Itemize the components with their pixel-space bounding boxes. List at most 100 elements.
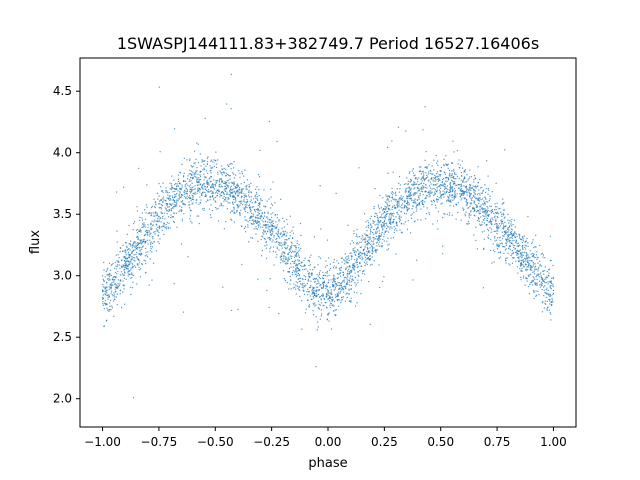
scatter-point [212,161,214,163]
scatter-point [548,275,550,277]
scatter-point [451,176,453,178]
scatter-point [288,251,290,254]
scatter-point [139,249,141,251]
scatter-point [222,286,224,288]
scatter-point [496,223,498,225]
scatter-point [229,178,231,180]
scatter-point [517,242,520,244]
scatter-point [262,232,264,234]
scatter-point [189,190,191,192]
scatter-point [398,175,401,178]
scatter-point [156,224,158,226]
scatter-point [284,256,287,258]
scatter-point [106,267,109,269]
scatter-point [258,195,260,197]
scatter-point [537,270,539,272]
scatter-point [405,188,407,190]
scatter-point [137,238,139,241]
scatter-point [145,263,147,265]
scatter-point [115,291,117,293]
scatter-point [376,227,378,230]
scatter-point [219,178,221,180]
scatter-point [359,246,361,248]
scatter-point [460,186,462,188]
scatter-point [192,195,194,197]
scatter-point [421,186,423,188]
scatter-point [199,183,201,185]
scatter-point [360,238,362,240]
scatter-point [310,254,312,256]
scatter-point [379,286,381,289]
scatter-point [370,226,372,229]
scatter-point [368,242,370,245]
scatter-point [351,240,353,242]
scatter-point [546,309,548,312]
scatter-point [485,211,487,213]
scatter-point [114,288,116,290]
scatter-point [136,206,138,208]
scatter-point [431,191,433,193]
scatter-point [350,288,352,290]
scatter-point [256,186,258,188]
scatter-point [283,234,285,236]
scatter-point [374,231,377,233]
scatter-point [202,169,204,171]
scatter-point [139,216,141,218]
scatter-point [434,192,436,195]
scatter-point [261,216,263,218]
scatter-point [398,191,400,193]
scatter-point [135,245,138,247]
scatter-point [474,190,476,192]
scatter-point [453,195,455,197]
scatter-point [508,225,511,227]
scatter-point [139,242,141,244]
scatter-point [297,247,300,249]
scatter-point [288,256,290,258]
scatter-point [280,245,282,247]
scatter-point [374,250,377,252]
scatter-point [133,221,136,223]
scatter-point [464,213,466,215]
scatter-point [356,258,358,260]
scatter-point [431,165,433,167]
scatter-point [106,269,108,271]
scatter-point [158,227,161,230]
scatter-point [241,190,243,192]
scatter-point [131,274,133,276]
scatter-point [318,282,320,284]
scatter-point [439,186,441,188]
scatter-point [198,177,200,179]
scatter-point [265,223,267,226]
scatter-point [456,175,459,178]
scatter-point [534,278,536,281]
scatter-point [157,229,159,231]
scatter-point [320,313,323,315]
scatter-point [117,260,119,262]
scatter-point [459,193,461,195]
scatter-point [454,197,456,199]
scatter-point [231,163,233,165]
scatter-point [443,186,445,188]
scatter-point [537,273,539,275]
scatter-point [418,184,420,186]
scatter-point [221,180,223,183]
scatter-point [237,205,239,207]
scatter-point [530,269,533,271]
scatter-point [459,195,461,197]
scatter-point [432,183,434,186]
scatter-point [328,281,330,283]
scatter-point [545,282,547,284]
scatter-point [332,286,335,288]
scatter-point [340,282,342,285]
scatter-point [519,250,521,252]
scatter-point [327,289,329,292]
scatter-point [106,282,108,284]
scatter-point [459,190,461,192]
scatter-point [169,217,172,219]
scatter-point [156,212,158,214]
scatter-point [536,282,538,284]
scatter-point [471,197,474,199]
scatter-point [404,221,407,223]
scatter-point [352,249,354,251]
